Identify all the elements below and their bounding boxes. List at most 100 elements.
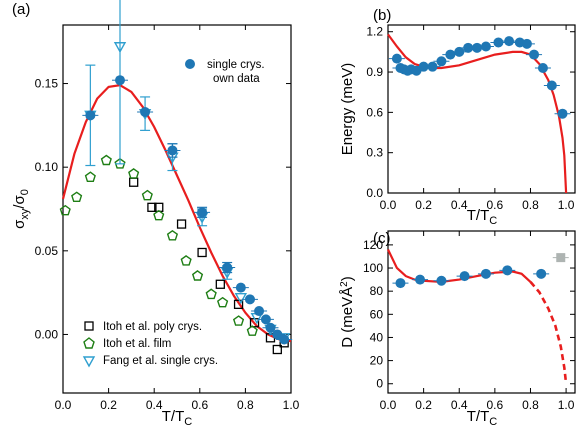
data-point xyxy=(265,322,276,333)
y-tick-label: 0.3 xyxy=(366,146,383,160)
data-point xyxy=(395,278,406,289)
data-point xyxy=(415,274,426,285)
panel-c-label: (c) xyxy=(373,230,391,247)
y-tick-label: 0.00 xyxy=(35,327,59,341)
y-tick-label: 0.6 xyxy=(366,105,383,119)
x-tick-label: 0.8 xyxy=(237,398,254,412)
data-point xyxy=(244,294,255,305)
data-point xyxy=(205,288,217,300)
data-point xyxy=(246,325,258,336)
panel-c-fit xyxy=(387,249,568,384)
data-point xyxy=(521,38,532,49)
x-tick-label: 1.0 xyxy=(283,398,300,412)
data-point xyxy=(153,209,165,221)
data-point xyxy=(115,75,125,86)
data-point xyxy=(113,42,127,54)
x-tick-label: 0.6 xyxy=(487,398,504,412)
data-point xyxy=(436,56,447,67)
data-point xyxy=(197,207,208,218)
x-tick-label: 0.2 xyxy=(415,198,432,212)
panel-a-frame xyxy=(62,24,292,394)
y-tick-label: 0.15 xyxy=(35,77,59,91)
data-point xyxy=(493,37,504,48)
data-point xyxy=(191,270,204,281)
panel-a-xlabel: T/TC xyxy=(162,408,193,428)
data-point xyxy=(459,271,470,282)
fit-curve-dashed xyxy=(529,281,568,384)
panel-b-fit xyxy=(387,33,568,194)
data-point xyxy=(222,262,233,273)
y-tick-label: 1.2 xyxy=(366,25,383,39)
y-tick-label: 0.10 xyxy=(35,160,59,174)
data-point xyxy=(480,268,491,279)
data-point xyxy=(233,299,244,309)
panel-c-frame xyxy=(387,230,576,394)
y-tick-label: 0.0 xyxy=(366,186,383,200)
data-point xyxy=(180,255,192,266)
x-tick-label: 0.2 xyxy=(100,398,117,412)
panel-a-marks xyxy=(59,0,293,355)
data-point xyxy=(557,108,568,119)
y-tick-label: 0 xyxy=(376,377,383,391)
data-point xyxy=(176,219,187,229)
data-point xyxy=(279,334,290,345)
fit-curve xyxy=(387,33,568,194)
data-point xyxy=(254,306,265,317)
data-point xyxy=(167,145,178,156)
x-tick-label: 0.6 xyxy=(487,198,504,212)
panel-b-ticks: 0.0 0.2 0.4 0.6 0.8 1.0 0.0 0.3 0.6 0.9 1.2 xyxy=(366,25,575,212)
data-point xyxy=(427,61,438,72)
legend-itoh-film-marker xyxy=(83,337,95,349)
data-point xyxy=(445,49,456,60)
y-tick-label: 40 xyxy=(370,330,384,344)
legend-own-data-marker xyxy=(185,59,195,69)
data-point xyxy=(418,61,429,72)
y-tick-label: 80 xyxy=(370,284,384,298)
legend-own-data-line1: single crys. xyxy=(207,59,265,71)
legend-itoh-film-label: Itoh et al. film xyxy=(103,338,171,350)
x-tick-label: 0.2 xyxy=(415,398,432,412)
panel-b-marks xyxy=(388,36,571,119)
data-point xyxy=(141,189,153,201)
y-tick-label: 0.05 xyxy=(35,244,59,258)
panel-a: (a) 0.0 0.2 0.4 0.6 0.8 1.0 0.00 0.05 0.10 0.15 T… xyxy=(11,0,300,428)
y-tick-label: 20 xyxy=(370,354,384,368)
y-tick-label: 120 xyxy=(363,238,383,252)
x-tick-label: 0.0 xyxy=(55,398,72,412)
data-point xyxy=(215,279,225,289)
legend-itoh-poly-marker xyxy=(84,321,94,331)
data-point xyxy=(140,106,151,117)
data-point xyxy=(536,268,547,279)
y-tick-label: 100 xyxy=(363,261,383,275)
data-point xyxy=(502,265,513,276)
panel-b-frame xyxy=(387,24,576,194)
panel-b-label: (b) xyxy=(373,7,391,24)
y-tick-label: 60 xyxy=(370,307,384,321)
data-point xyxy=(504,36,515,47)
data-point xyxy=(128,168,140,179)
y-tick-label: 0.9 xyxy=(366,65,383,79)
data-point xyxy=(463,42,474,53)
data-point xyxy=(166,229,179,241)
legend-fang-marker xyxy=(82,356,96,368)
data-point xyxy=(436,275,447,286)
panel-b-ylabel: Energy (meV) xyxy=(339,63,356,156)
data-point xyxy=(234,292,248,305)
x-tick-label: 1.0 xyxy=(558,398,575,412)
data-point xyxy=(260,314,271,325)
data-point xyxy=(216,296,229,308)
data-point xyxy=(391,53,402,64)
data-point xyxy=(480,41,491,52)
data-point xyxy=(147,202,157,212)
data-point xyxy=(235,282,246,293)
panel-c-marks xyxy=(392,253,569,289)
legend-own-data-line2: own data xyxy=(213,73,260,85)
legend-itoh-poly-label: Itoh et al. poly crys. xyxy=(103,321,202,333)
legend-fang-label: Fang et al. single crys. xyxy=(103,355,218,367)
data-point xyxy=(100,154,112,166)
x-tick-label: 0.8 xyxy=(522,398,539,412)
x-tick-label: 0.6 xyxy=(191,398,208,412)
x-tick-label: 0.4 xyxy=(146,398,163,412)
